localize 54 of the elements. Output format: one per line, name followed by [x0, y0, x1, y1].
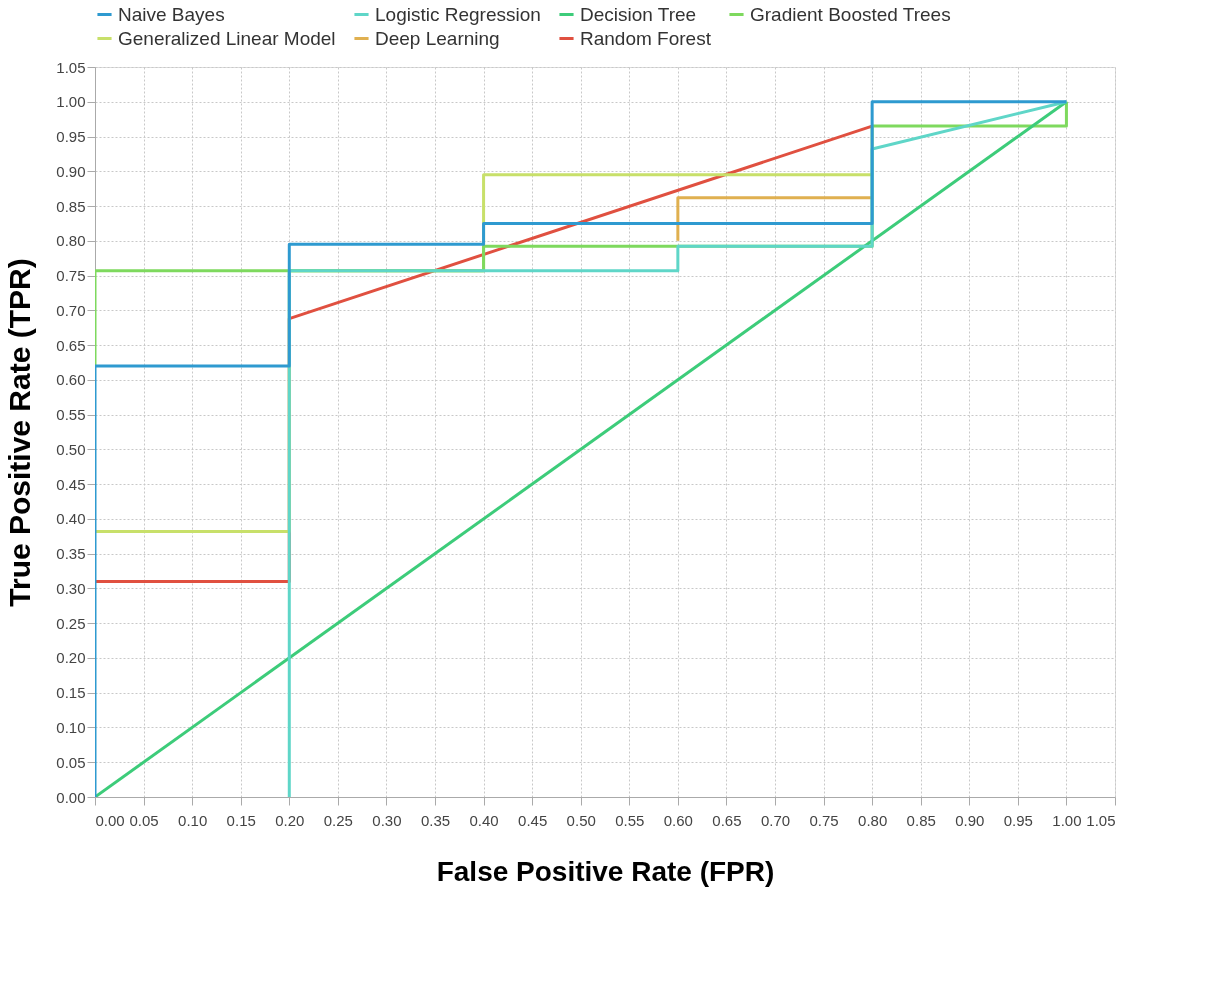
x-tick-label: 1.00	[1052, 811, 1082, 829]
x-tick-label: 0.25	[323, 811, 353, 829]
x-tick-label: 0.60	[663, 811, 693, 829]
x-tick-label: 0.85	[906, 811, 936, 829]
y-tick-label: 0.75	[56, 267, 86, 285]
y-tick-label: 0.15	[56, 684, 86, 702]
y-tick-label: 1.00	[56, 93, 86, 111]
x-tick-label: 0.20	[275, 811, 305, 829]
y-tick-label: 0.30	[56, 579, 86, 597]
y-tick-label: 0.20	[56, 649, 86, 667]
x-tick-label: 0.30	[372, 811, 402, 829]
legend-label: Naive Bayes	[118, 3, 225, 25]
x-tick-label: 0.50	[566, 811, 596, 829]
x-tick-label: 0.55	[615, 811, 645, 829]
x-tick-label: 0.00	[95, 811, 125, 829]
y-tick-label: 0.85	[56, 197, 86, 215]
y-tick-label: 0.40	[56, 510, 86, 528]
y-tick-label: 0.35	[56, 545, 86, 563]
x-tick-label: 0.45	[518, 811, 548, 829]
x-tick-label: 0.75	[809, 811, 839, 829]
y-axis-title: True Positive Rate (TPR)	[3, 258, 37, 607]
y-tick-label: 0.25	[56, 614, 86, 632]
y-tick-label: 0.90	[56, 162, 86, 180]
y-tick-label: 0.95	[56, 128, 86, 146]
y-tick-label: 0.45	[56, 475, 86, 493]
y-tick-label: 0.80	[56, 232, 86, 250]
legend-label: Generalized Linear Model	[118, 27, 336, 49]
y-tick-label: 0.55	[56, 406, 86, 424]
x-tick-label: 1.05	[1086, 811, 1116, 829]
x-tick-label: 0.40	[469, 811, 499, 829]
y-tick-label: 0.50	[56, 440, 86, 458]
y-tick-label: 0.00	[56, 788, 86, 806]
y-tick-label: 0.60	[56, 371, 86, 389]
x-tick-label: 0.35	[420, 811, 451, 829]
legend-label: Logistic Regression	[375, 3, 541, 25]
y-tick-label: 1.05	[56, 58, 86, 76]
legend-label: Gradient Boosted Trees	[750, 3, 951, 25]
x-tick-label: 0.05	[129, 811, 159, 829]
line-series	[95, 100, 1068, 797]
x-tick-label: 0.95	[1003, 811, 1033, 829]
y-tick-label: 0.10	[56, 718, 86, 736]
legend-label: Deep Learning	[375, 27, 500, 49]
legend-label: Random Forest	[580, 27, 712, 49]
x-tick-label: 0.80	[858, 811, 888, 829]
y-tick-label: 0.65	[56, 336, 86, 354]
x-tick-label: 0.10	[178, 811, 208, 829]
y-tick-label: 0.05	[56, 753, 86, 771]
x-tick-label: 0.65	[712, 811, 742, 829]
x-tick-label: 0.90	[955, 811, 985, 829]
x-axis-title: False Positive Rate (FPR)	[436, 855, 775, 887]
x-tick-label: 0.70	[760, 811, 791, 829]
x-tick-label: 0.15	[226, 811, 256, 829]
y-tick-label: 0.70	[56, 301, 86, 319]
legend-label: Decision Tree	[580, 3, 697, 25]
